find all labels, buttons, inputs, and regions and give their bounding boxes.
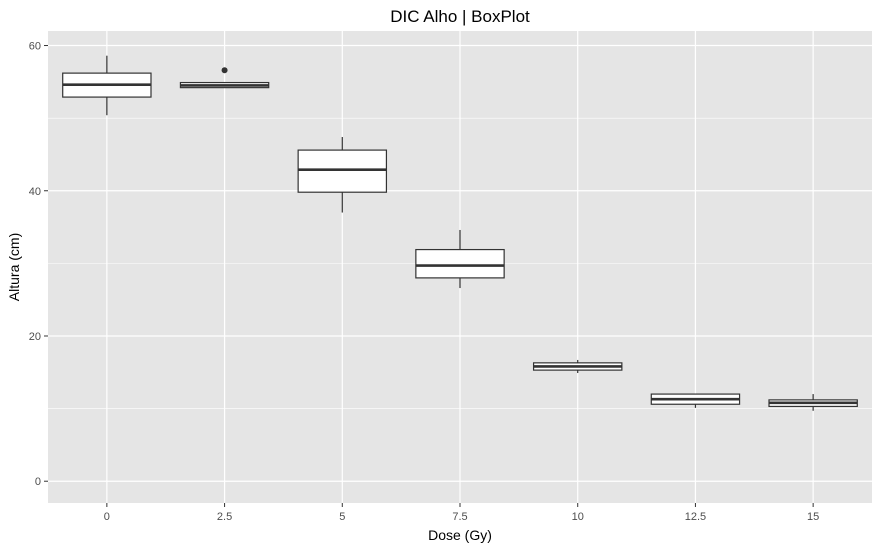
box-12.5 [650,393,741,408]
y-tick-label: 40 [29,186,41,198]
box-iqr [415,248,505,279]
box-10 [532,359,623,374]
x-tick-label: 5 [339,511,345,523]
outlier-point [221,67,228,74]
chart-title: DIC Alho | BoxPlot [390,7,530,26]
x-tick-label: 15 [807,511,819,523]
y-axis-title: Altura (cm) [6,233,22,301]
box-15 [768,394,858,411]
x-tick-label: 12.5 [685,511,706,523]
x-tick-label: 10 [572,511,584,523]
y-tick-label: 20 [29,331,41,343]
y-tick-label: 60 [29,41,41,53]
box-2.5 [179,67,270,89]
x-tick-label: 0 [104,511,110,523]
x-tick-label: 7.5 [452,511,467,523]
box-5 [297,137,388,213]
box-7.5 [415,229,505,289]
x-tick-label: 2.5 [217,511,232,523]
x-axis-title: Dose (Gy) [428,527,492,543]
box-iqr [297,149,388,193]
y-axis: 0 20 40 60 [29,41,48,488]
box-0 [62,55,152,116]
y-tick-label: 0 [35,476,41,488]
x-axis: 0 2.5 5 7.5 10 12.5 15 [104,503,819,523]
boxes [62,55,858,411]
